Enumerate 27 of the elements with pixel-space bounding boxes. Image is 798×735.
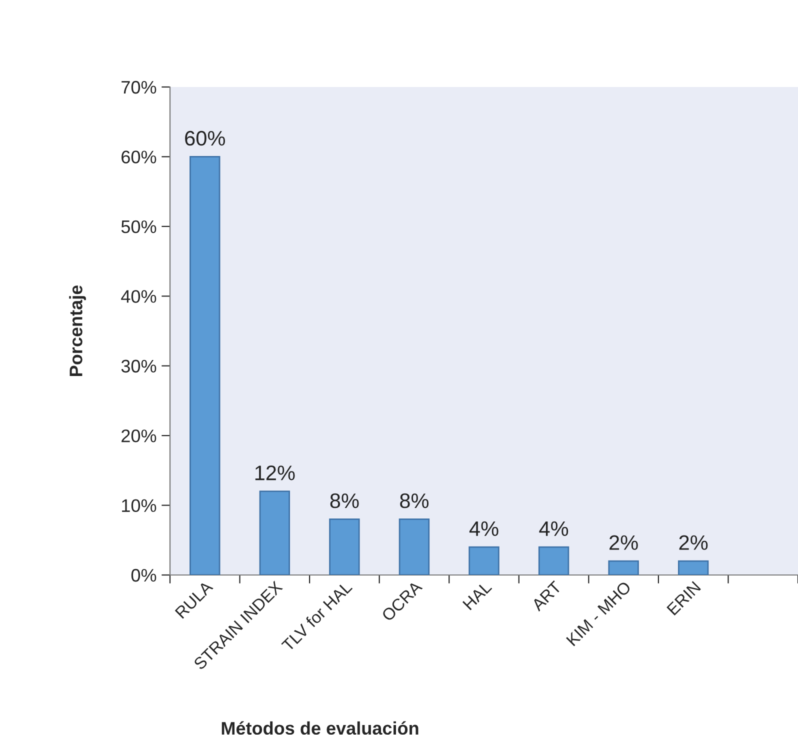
x-axis-title: Métodos de evaluación <box>222 721 418 735</box>
x-tick-label: HAL <box>462 580 492 610</box>
bar <box>398 518 430 575</box>
bar <box>329 518 360 575</box>
data-label: 12% <box>255 466 295 480</box>
bar <box>190 156 220 575</box>
data-label: 4% <box>469 521 498 536</box>
y-axis-title: Porcentaje <box>69 285 86 376</box>
bar <box>608 560 639 575</box>
data-label: 8% <box>330 493 359 508</box>
y-tick-label: 0% <box>131 568 156 582</box>
data-label: 8% <box>400 493 429 508</box>
bar <box>538 546 570 575</box>
data-label: 2% <box>610 535 638 550</box>
bar <box>259 490 290 575</box>
y-tick-label: 20% <box>122 430 156 442</box>
data-label: 60% <box>185 130 225 146</box>
y-tick-label: 40% <box>121 290 156 303</box>
y-tick-label: 10% <box>122 499 156 512</box>
y-tick-label: 30% <box>121 360 156 373</box>
bar <box>678 560 709 575</box>
data-label: 4% <box>539 521 568 536</box>
y-tick-label: 70% <box>122 80 156 94</box>
bar <box>468 546 500 575</box>
y-tick-label: 60% <box>122 150 156 164</box>
data-label: 2% <box>679 535 708 550</box>
y-tick-label: 50% <box>121 220 156 234</box>
